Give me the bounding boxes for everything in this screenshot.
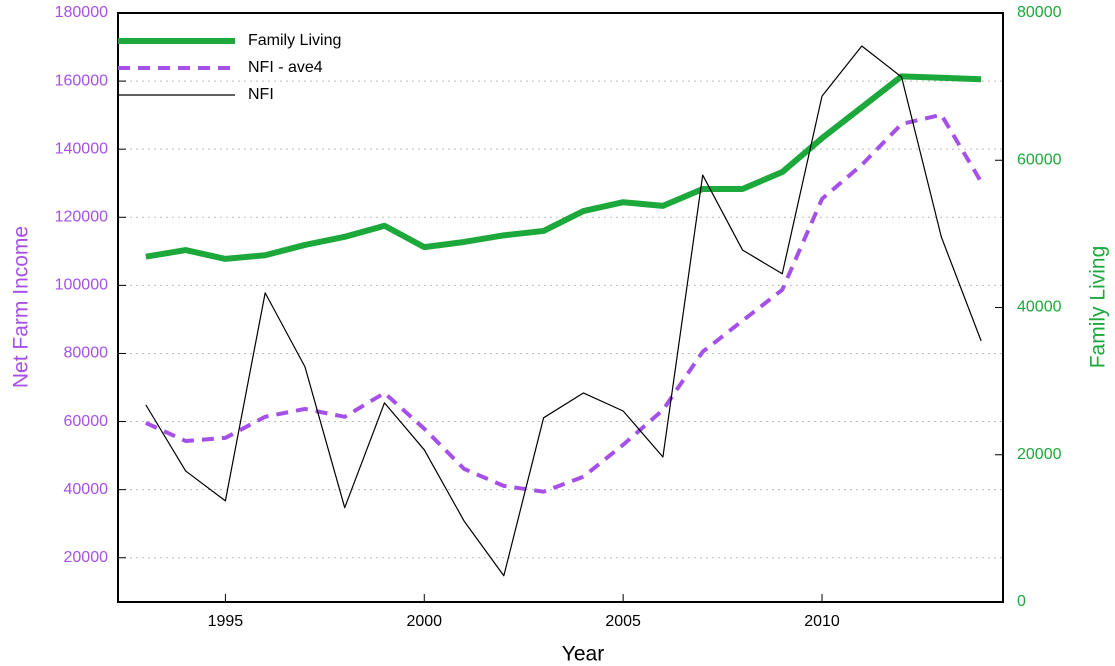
y-tick-label: 120000 [55,208,108,225]
y-axis-label: Net Farm Income [10,226,33,388]
x-axis-label: Year [562,643,604,666]
y-tick-label: 80000 [64,345,109,362]
y-tick-label: 40000 [64,481,109,498]
y2-tick-label: 60000 [1017,151,1062,168]
legend-label: NFI [248,86,274,103]
x-tick-label: 2000 [406,613,442,630]
legend-label: NFI - ave4 [248,59,323,76]
y2-tick-label: 80000 [1017,4,1062,21]
y2-tick-label: 20000 [1017,446,1062,463]
series-line [145,45,982,577]
y-tick-label: 60000 [64,413,109,430]
legend-label: Family Living [248,32,341,49]
y2-tick-label: 0 [1017,593,1026,610]
x-tick-label: 2005 [605,613,641,630]
y2-axis-label: Family Living [1087,246,1110,369]
y-tick-label: 100000 [55,277,108,294]
series-line [145,73,982,262]
y-tick-label: 180000 [55,4,108,21]
series-line [145,112,983,494]
y-tick-label: 140000 [55,140,108,157]
y-tick-label: 160000 [55,72,108,89]
y2-tick-label: 40000 [1017,299,1062,316]
plot-frame [117,12,1004,603]
x-tick-label: 1995 [208,613,244,630]
y-tick-label: 20000 [64,549,109,566]
x-tick-label: 2010 [804,613,840,630]
